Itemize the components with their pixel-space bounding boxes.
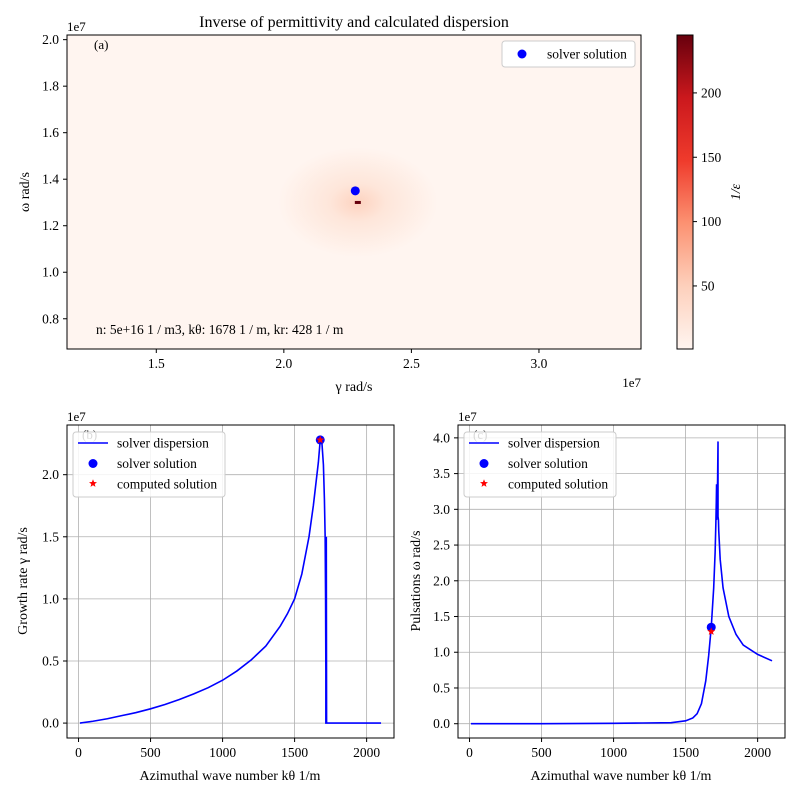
colorbar <box>676 34 694 350</box>
legend-label: solver dispersion <box>508 436 600 451</box>
legend: solver solution <box>501 40 636 68</box>
x-tick-label: 1000 <box>600 745 627 760</box>
panel-a: Inverse of permittivity and calculated d… <box>18 14 744 395</box>
legend: solver dispersion solver solution comput… <box>72 431 226 498</box>
y-multiplier: 1e7 <box>67 19 86 34</box>
y-tick-label: 0.0 <box>433 716 450 731</box>
x-tick-label: 0 <box>75 745 82 760</box>
colorbar-label: 1/ε <box>729 183 744 200</box>
x-tick-label: 2000 <box>353 745 380 760</box>
y-tick-label: 0.0 <box>42 716 59 731</box>
y-tick-label: 2.0 <box>42 467 59 482</box>
x-tick-label: 1000 <box>209 745 236 760</box>
y-tick-label: 2.0 <box>433 573 450 588</box>
axes-frame <box>66 34 642 350</box>
panel-b: 0 500 1000 1500 2000 0.0 0.5 1.0 1.5 2.0 Azimuth… <box>16 409 395 784</box>
y-tick-label: 1.4 <box>42 172 59 187</box>
x-tick-label: 3.0 <box>531 356 548 371</box>
y-ticks: 0.0 0.5 1.0 1.5 2.0 2.5 3.0 3.5 4.0 <box>433 430 458 731</box>
y-multiplier: 1e7 <box>458 409 477 424</box>
y-ticks: 0.0 0.5 1.0 1.5 2.0 <box>42 467 67 731</box>
y-tick-label: 1.0 <box>42 591 59 606</box>
x-tick-label: 2.5 <box>403 356 420 371</box>
x-tick-label: 1500 <box>281 745 308 760</box>
x-tick-label: 2000 <box>744 745 771 760</box>
x-tick-label: 1.5 <box>148 356 165 371</box>
y-tick-label: 1.5 <box>433 609 450 624</box>
y-tick-label: 3.5 <box>433 466 450 481</box>
y-tick-label: 1.8 <box>42 79 59 94</box>
legend-star <box>89 479 97 487</box>
x-axis-label: Azimuthal wave number kθ 1/m <box>531 769 712 784</box>
x-tick-label: 500 <box>531 745 552 760</box>
legend-label: solver solution <box>508 456 588 471</box>
colorbar-tick-label: 100 <box>701 214 722 229</box>
y-tick-label: 1.0 <box>42 265 59 280</box>
legend-marker <box>479 459 489 468</box>
y-tick-label: 1.5 <box>42 529 59 544</box>
legend: solver dispersion solver solution comput… <box>463 431 617 498</box>
panel-c: 0 500 1000 1500 2000 0.0 0.5 1.0 1.5 2.0 2.5 3.0 3.… <box>409 409 786 784</box>
x-multiplier: 1e7 <box>622 375 641 390</box>
y-tick-label: 3.0 <box>433 502 450 517</box>
legend-label: solver solution <box>117 456 197 471</box>
y-axis-label: Pulsations ω rad/s <box>409 531 424 632</box>
x-tick-label: 500 <box>140 745 161 760</box>
y-tick-label: 0.5 <box>433 680 450 695</box>
y-axis-label: Growth rate γ rad/s <box>16 527 31 635</box>
y-tick-label: 2.0 <box>42 32 59 47</box>
legend-label: computed solution <box>117 477 217 492</box>
heatmap-peak <box>354 200 361 204</box>
solver-solution-point <box>706 622 716 632</box>
x-tick-label: 2.0 <box>275 356 292 371</box>
y-tick-label: 0.8 <box>42 311 59 326</box>
y-axis-label: ω rad/s <box>18 172 33 212</box>
solver-dispersion-line <box>79 436 382 724</box>
colorbar-tick-label: 150 <box>701 150 722 165</box>
y-tick-label: 2.5 <box>433 538 450 553</box>
y-tick-label: 1.0 <box>433 645 450 660</box>
legend-star <box>480 479 488 487</box>
y-multiplier: 1e7 <box>67 409 86 424</box>
x-tick-label: 1500 <box>672 745 699 760</box>
legend-label: solver dispersion <box>117 436 209 451</box>
legend-label: computed solution <box>508 477 608 492</box>
y-tick-label: 1.6 <box>42 125 59 140</box>
x-axis-label: γ rad/s <box>335 380 373 395</box>
x-ticks: 0 500 1000 1500 2000 <box>466 738 771 760</box>
annotation: n: 5e+16 1 / m3, kθ: 1678 1 / m, kr: 428… <box>96 322 344 337</box>
legend-marker <box>88 459 98 468</box>
computed-solution-point <box>707 627 716 635</box>
solver-solution-point <box>350 186 360 196</box>
panel-label: (a) <box>94 37 108 52</box>
legend-label: solver solution <box>547 47 627 62</box>
y-ticks: 0.8 1.0 1.2 1.4 1.6 1.8 2.0 <box>42 32 67 326</box>
colorbar-tick-label: 200 <box>701 85 722 100</box>
y-tick-label: 4.0 <box>433 430 450 445</box>
computed-solution-point <box>316 435 325 444</box>
colorbar-tick-label: 50 <box>701 278 715 293</box>
y-tick-label: 1.2 <box>42 218 59 233</box>
axes-frame <box>66 424 395 739</box>
axes-frame <box>457 424 786 739</box>
solver-dispersion-line <box>470 441 773 725</box>
chart-title: Inverse of permittivity and calculated d… <box>199 14 509 31</box>
x-ticks: 1.5 2.0 2.5 3.0 <box>148 349 548 371</box>
x-tick-label: 0 <box>466 745 473 760</box>
y-tick-label: 0.5 <box>42 653 59 668</box>
colorbar-ticks: 50 100 150 200 <box>693 85 722 293</box>
legend-marker <box>517 49 527 59</box>
x-ticks: 0 500 1000 1500 2000 <box>75 738 380 760</box>
x-axis-label: Azimuthal wave number kθ 1/m <box>140 769 321 784</box>
